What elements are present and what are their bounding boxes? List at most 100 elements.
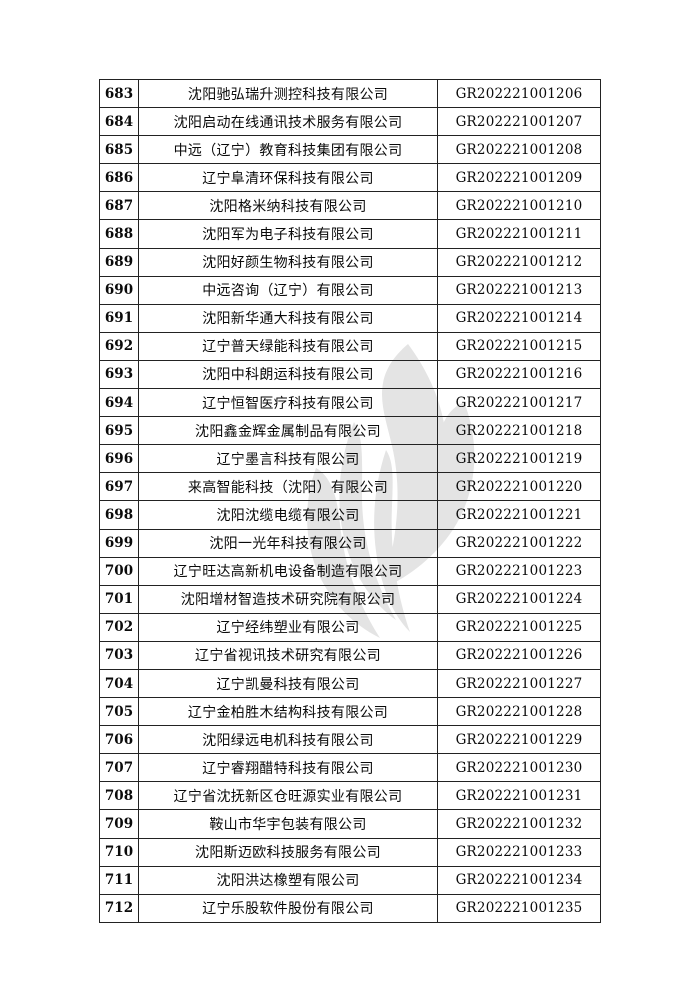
enterprise-name: 沈阳驰弘瑞升测控科技有限公司 <box>138 78 438 109</box>
enterprise-name: 沈阳中科朗运科技有限公司 <box>138 359 438 390</box>
table-row: 707 辽宁睿翔醋特科技有限公司 GR202221001230 <box>99 753 601 783</box>
enterprise-name: 辽宁旺达高新机电设备制造有限公司 <box>138 556 438 586</box>
certificate-number: GR202221001212 <box>437 247 601 277</box>
certificate-number: GR202221001218 <box>437 416 601 446</box>
certificate-number: GR202221001232 <box>437 809 601 839</box>
enterprise-name: 沈阳绿远电机科技有限公司 <box>138 725 438 755</box>
row-index: 704 <box>99 668 139 699</box>
row-index: 684 <box>99 107 139 137</box>
table-row: 703 辽宁省视讯技术研究有限公司 GR202221001226 <box>99 640 601 670</box>
table-row: 705 辽宁金柏胜木结构科技有限公司 GR202221001228 <box>99 697 601 727</box>
table-row: 706 沈阳绿远电机科技有限公司 GR202221001229 <box>99 725 601 755</box>
certificate-number: GR202221001211 <box>437 219 601 249</box>
row-index: 703 <box>99 640 139 670</box>
row-index: 683 <box>99 78 139 109</box>
table-row: 697 来高智能科技（沈阳）有限公司 GR202221001220 <box>99 472 601 502</box>
certificate-number: GR202221001234 <box>437 865 601 895</box>
row-index: 702 <box>99 612 139 642</box>
enterprise-name: 辽宁墨言科技有限公司 <box>138 444 438 474</box>
certificate-number: GR202221001214 <box>437 303 601 333</box>
table-row: 686 辽宁阜清环保科技有限公司 GR202221001209 <box>99 163 601 193</box>
certificate-number: GR202221001226 <box>437 640 601 670</box>
row-index: 690 <box>99 275 139 305</box>
row-index: 707 <box>99 753 139 783</box>
enterprise-name: 沈阳斯迈欧科技服务有限公司 <box>138 837 438 867</box>
row-index: 689 <box>99 247 139 277</box>
enterprise-name: 辽宁睿翔醋特科技有限公司 <box>138 753 438 783</box>
row-index: 695 <box>99 416 139 446</box>
row-index: 688 <box>99 219 139 249</box>
table-row: 704 辽宁凯曼科技有限公司 GR202221001227 <box>99 668 601 699</box>
enterprise-name: 沈阳好颜生物科技有限公司 <box>138 247 438 277</box>
table-row: 685 中远（辽宁）教育科技集团有限公司 GR202221001208 <box>99 135 601 165</box>
row-index: 686 <box>99 163 139 193</box>
table-body: 683 沈阳驰弘瑞升测控科技有限公司 GR202221001206 684 沈阳… <box>99 78 601 923</box>
certificate-number: GR202221001223 <box>437 556 601 586</box>
table-row: 709 鞍山市华宇包装有限公司 GR202221001232 <box>99 809 601 839</box>
table-row: 710 沈阳斯迈欧科技服务有限公司 GR202221001233 <box>99 837 601 867</box>
certificate-number: GR202221001230 <box>437 753 601 783</box>
table-row: 699 沈阳一光年科技有限公司 GR202221001222 <box>99 528 601 558</box>
table-row: 712 辽宁乐股软件股份有限公司 GR202221001235 <box>99 893 601 923</box>
table-row: 711 沈阳洪达橡塑有限公司 GR202221001234 <box>99 865 601 895</box>
table-row: 691 沈阳新华通大科技有限公司 GR202221001214 <box>99 303 601 333</box>
row-index: 712 <box>99 893 139 923</box>
enterprise-name: 辽宁普天绿能科技有限公司 <box>138 331 438 361</box>
certificate-number: GR202221001233 <box>437 837 601 867</box>
certificate-number: GR202221001231 <box>437 781 601 811</box>
enterprise-name: 沈阳军为电子科技有限公司 <box>138 219 438 249</box>
certificate-number: GR202221001225 <box>437 612 601 642</box>
row-index: 687 <box>99 191 139 221</box>
certificate-number: GR202221001222 <box>437 528 601 558</box>
row-index: 700 <box>99 556 139 586</box>
table-row: 708 辽宁省沈抚新区仓旺源实业有限公司 GR202221001231 <box>99 781 601 811</box>
row-index: 705 <box>99 697 139 727</box>
enterprise-name: 沈阳一光年科技有限公司 <box>138 528 438 558</box>
row-index: 696 <box>99 444 139 474</box>
enterprise-name: 辽宁省沈抚新区仓旺源实业有限公司 <box>138 781 438 811</box>
enterprise-name: 中远（辽宁）教育科技集团有限公司 <box>138 135 438 165</box>
certificate-number: GR202221001215 <box>437 331 601 361</box>
enterprise-name: 中远咨询（辽宁）有限公司 <box>138 275 438 305</box>
certificate-number: GR202221001235 <box>437 893 601 923</box>
table-row: 702 辽宁经纬塑业有限公司 GR202221001225 <box>99 612 601 642</box>
table-row: 690 中远咨询（辽宁）有限公司 GR202221001213 <box>99 275 601 305</box>
enterprise-name: 鞍山市华宇包装有限公司 <box>138 809 438 839</box>
certificate-number: GR202221001220 <box>437 472 601 502</box>
row-index: 701 <box>99 584 139 614</box>
table-row: 687 沈阳格米纳科技有限公司 GR202221001210 <box>99 191 601 221</box>
table-row: 688 沈阳军为电子科技有限公司 GR202221001211 <box>99 219 601 249</box>
table-row: 700 辽宁旺达高新机电设备制造有限公司 GR202221001223 <box>99 556 601 586</box>
row-index: 710 <box>99 837 139 867</box>
enterprise-name: 辽宁阜清环保科技有限公司 <box>138 163 438 193</box>
enterprise-name: 辽宁恒智医疗科技有限公司 <box>138 388 438 418</box>
enterprise-name: 辽宁乐股软件股份有限公司 <box>138 893 438 923</box>
enterprise-name: 沈阳启动在线通讯技术服务有限公司 <box>138 107 438 137</box>
table-row: 683 沈阳驰弘瑞升测控科技有限公司 GR202221001206 <box>99 78 601 109</box>
enterprise-name: 沈阳格米纳科技有限公司 <box>138 191 438 221</box>
row-index: 708 <box>99 781 139 811</box>
certificate-number: GR202221001229 <box>437 725 601 755</box>
certificate-number: GR202221001208 <box>437 135 601 165</box>
table-row: 701 沈阳增材智造技术研究院有限公司 GR202221001224 <box>99 584 601 614</box>
certificate-number: GR202221001221 <box>437 500 601 530</box>
row-index: 697 <box>99 472 139 502</box>
row-index: 694 <box>99 388 139 418</box>
row-index: 698 <box>99 500 139 530</box>
row-index: 706 <box>99 725 139 755</box>
certificate-number: GR202221001210 <box>437 191 601 221</box>
certificate-number: GR202221001206 <box>437 78 601 109</box>
enterprise-name: 沈阳鑫金辉金属制品有限公司 <box>138 416 438 446</box>
certificate-number: GR202221001227 <box>437 668 601 699</box>
table-row: 693 沈阳中科朗运科技有限公司 GR202221001216 <box>99 359 601 390</box>
row-index: 693 <box>99 359 139 390</box>
table-row: 694 辽宁恒智医疗科技有限公司 GR202221001217 <box>99 388 601 418</box>
certificate-number: GR202221001207 <box>437 107 601 137</box>
enterprise-name: 辽宁经纬塑业有限公司 <box>138 612 438 642</box>
table-row: 692 辽宁普天绿能科技有限公司 GR202221001215 <box>99 331 601 361</box>
enterprise-name: 辽宁凯曼科技有限公司 <box>138 668 438 699</box>
enterprise-records-table: 683 沈阳驰弘瑞升测控科技有限公司 GR202221001206 684 沈阳… <box>99 78 601 923</box>
certificate-number: GR202221001216 <box>437 359 601 390</box>
certificate-number: GR202221001224 <box>437 584 601 614</box>
